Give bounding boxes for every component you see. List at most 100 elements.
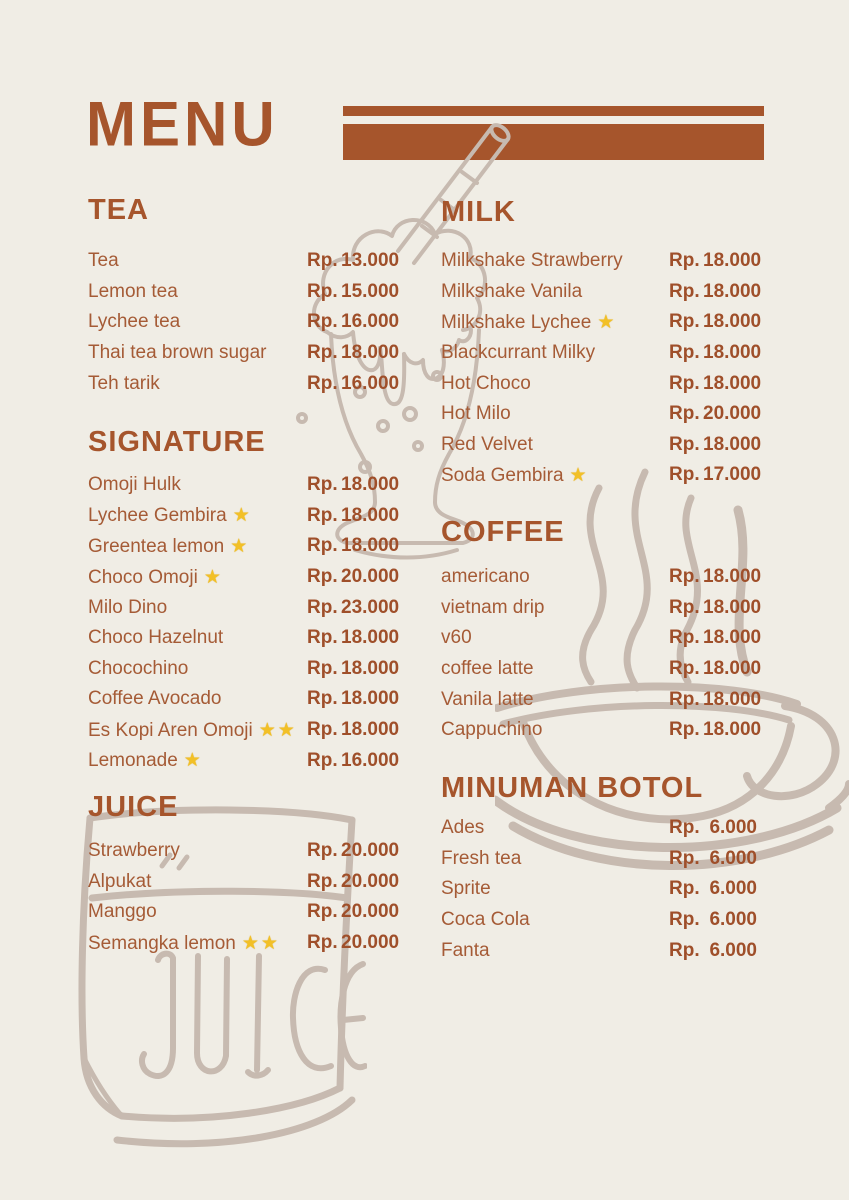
currency-label: Rp.: [669, 688, 700, 710]
menu-item-row: Omoji Hulk Rp. 18.000: [88, 470, 399, 501]
currency-label: Rp.: [307, 932, 338, 954]
menu-item-row: Semangka lemon ★★ Rp. 20.000: [88, 928, 400, 959]
star-icon: ★: [569, 464, 589, 486]
menu-item-row: Es Kopi Aren Omoji ★★ Rp. 18.000: [88, 715, 399, 746]
currency-label: Rp.: [669, 311, 700, 333]
star-icon: ★: [230, 535, 250, 557]
menu-item-row: Chocochino Rp. 18.000: [88, 654, 400, 685]
accent-bar-thin: [343, 106, 764, 116]
currency-label: Rp.: [669, 596, 700, 618]
currency-label: Rp.: [307, 596, 338, 618]
item-price: 18.000: [703, 433, 762, 455]
currency-label: Rp.: [669, 403, 700, 425]
item-price: 18.000: [703, 250, 762, 272]
currency-label: Rp.: [669, 719, 700, 741]
menu-item-row: Milkshake Strawberry Rp. 18.000: [441, 246, 762, 277]
menu-item-row: v60 Rp. 18.000: [441, 623, 761, 654]
item-name: Strawberry: [88, 840, 180, 862]
item-name: vietnam drip: [441, 596, 545, 618]
item-name: Milkshake Vanila: [441, 280, 583, 302]
currency-label: Rp.: [669, 372, 700, 394]
currency-label: Rp.: [669, 939, 700, 961]
star-icon: ★: [203, 566, 223, 588]
item-name: Choco Omoji ★: [88, 566, 223, 588]
item-name: Soda Gembira ★: [441, 464, 589, 486]
item-price: 18.000: [341, 342, 400, 364]
item-price: 16.000: [341, 311, 400, 333]
currency-label: Rp.: [669, 909, 700, 931]
item-name: Coffee Avocado: [88, 688, 222, 710]
item-name: Manggo: [88, 901, 157, 923]
item-price: 18.000: [341, 657, 400, 679]
section-title: TEA: [88, 194, 149, 226]
item-price: 18.000: [703, 658, 762, 680]
section-title: SIGNATURE: [88, 426, 266, 458]
menu-item-row: Cappuchino Rp. 18.000: [441, 715, 761, 746]
item-price: 6.000: [709, 878, 757, 900]
menu-item-row: Choco Hazelnut Rp. 18.000: [88, 623, 400, 654]
section-items: Ades Rp. 6.000 Fresh tea Rp. 6.000 Sprite Rp. 6.…: [441, 813, 757, 966]
item-name: Tea: [88, 250, 119, 272]
item-name: Red Velvet: [441, 433, 533, 455]
section-items: americano Rp. 18.000 vietnam drip Rp. 18.000 v…: [441, 562, 762, 746]
item-price: 20.000: [341, 901, 400, 923]
item-name: Ades: [441, 817, 485, 839]
section-items: Milkshake Strawberry Rp. 18.000 Milkshake V…: [441, 246, 762, 491]
item-name: Choco Hazelnut: [88, 627, 224, 649]
currency-label: Rp.: [307, 901, 338, 923]
menu-item-row: Lychee Gembira ★ Rp. 18.000: [88, 501, 400, 532]
milkshake-sketch: [296, 123, 511, 560]
currency-label: Rp.: [669, 433, 700, 455]
currency-label: Rp.: [669, 250, 700, 272]
menu-item-row: Teh tarik Rp. 16.000: [88, 368, 400, 399]
currency-label: Rp.: [669, 847, 700, 869]
menu-item-row: Choco Omoji ★ Rp. 20.000: [88, 562, 399, 593]
item-price: 18.000: [341, 627, 400, 649]
item-name: Fresh tea: [441, 847, 522, 869]
item-name: Greentea lemon ★: [88, 535, 250, 557]
menu-item-row: Soda Gembira ★ Rp. 17.000: [441, 460, 761, 491]
currency-label: Rp.: [307, 474, 338, 496]
juice-box-sketch: [78, 806, 367, 1148]
item-name: Hot Milo: [441, 403, 511, 425]
currency-label: Rp.: [669, 280, 700, 302]
currency-label: Rp.: [307, 719, 338, 741]
currency-label: Rp.: [307, 657, 338, 679]
item-price: 18.000: [703, 280, 762, 302]
menu-item-row: Lychee tea Rp. 16.000: [88, 307, 400, 338]
section-signature: SIGNATURE Omoji Hulk Rp. 18.000 Lychee Gemb…: [88, 426, 400, 776]
accent-bar-thick: [343, 124, 764, 160]
menu-item-row: Coca Cola Rp. 6.000: [441, 905, 757, 936]
section-minuman-botol: MINUMAN BOTOL Ades Rp. 6.000 Fresh tea Rp. 6.…: [441, 772, 757, 966]
currency-label: Rp.: [669, 658, 700, 680]
currency-label: Rp.: [307, 280, 338, 302]
item-price: 18.000: [703, 688, 762, 710]
menu-item-row: Fresh tea Rp. 6.000: [441, 844, 757, 875]
menu-item-row: Alpukat Rp. 20.000: [88, 867, 399, 898]
menu-item-row: Hot Choco Rp. 18.000: [441, 368, 762, 399]
item-name: Alpukat: [88, 870, 152, 892]
item-name: Lychee tea: [88, 311, 181, 333]
item-price: 6.000: [709, 847, 757, 869]
item-name: Omoji Hulk: [88, 474, 181, 496]
menu-item-row: Sprite Rp. 6.000: [441, 874, 757, 905]
currency-label: Rp.: [307, 535, 338, 557]
section-title: MINUMAN BOTOL: [441, 772, 704, 804]
item-price: 18.000: [341, 688, 400, 710]
star-icon: ★★: [241, 932, 280, 954]
currency-label: Rp.: [307, 749, 338, 771]
currency-label: Rp.: [307, 870, 338, 892]
star-icon: ★: [597, 311, 617, 333]
currency-label: Rp.: [669, 342, 700, 364]
section-items: Tea Rp. 13.000 Lemon tea Rp. 15.000 Lychee tea…: [88, 246, 400, 399]
item-price: 18.000: [341, 504, 400, 526]
item-price: 16.000: [341, 372, 400, 394]
item-price: 20.000: [341, 932, 400, 954]
item-price: 6.000: [709, 817, 757, 839]
menu-item-row: vietnam drip Rp. 18.000: [441, 593, 761, 624]
item-name: Blackcurrant Milky: [441, 342, 596, 364]
section-title: JUICE: [88, 791, 179, 823]
currency-label: Rp.: [307, 311, 338, 333]
item-price: 18.000: [703, 372, 762, 394]
item-price: 20.000: [341, 840, 400, 862]
